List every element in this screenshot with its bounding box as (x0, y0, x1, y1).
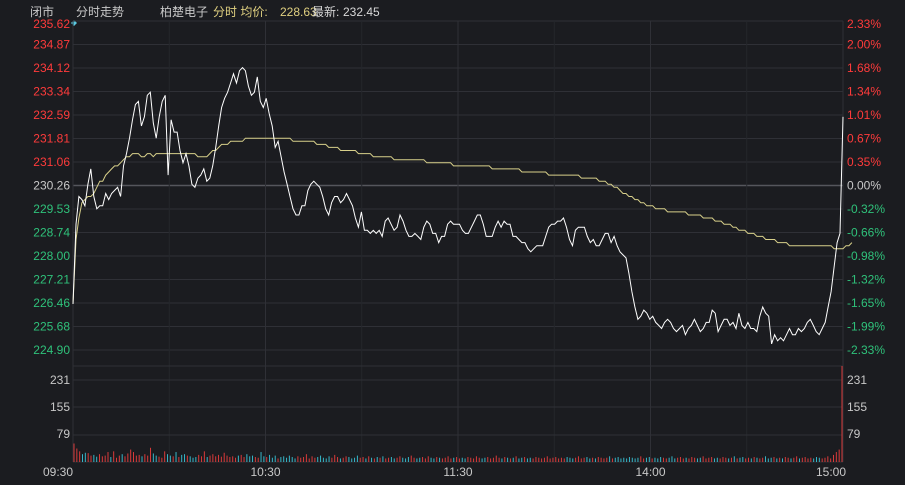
y-tick-left: 230.26 (33, 179, 70, 193)
stock-name: 柏楚电子 (160, 4, 208, 19)
x-tick-label: 14:00 (635, 465, 665, 479)
volume-tick-left: 231 (50, 373, 70, 387)
x-tick-label: 09:30 (43, 465, 73, 479)
y-tick-left: 224.90 (33, 343, 70, 357)
chart-mode: 分时走势 (76, 5, 124, 19)
x-tick-label: 10:30 (250, 465, 280, 479)
volume-tick-right: 79 (847, 427, 861, 441)
y-axis-right-labels: 2.33% 2.00% 1.68% 1.34% 1.01% 0.67% 0.35% 0.00%… (847, 17, 885, 357)
y-tick-right: 0.35% (847, 155, 881, 169)
y-tick-right: -1.65% (847, 296, 885, 310)
latest-value: 232.45 (343, 5, 380, 19)
volume-tick-right: 231 (847, 373, 867, 387)
y-tick-right: 2.33% (847, 17, 881, 31)
x-tick-label: 11:30 (443, 465, 472, 479)
y-tick-left: 226.46 (33, 296, 70, 310)
volume-axis-left-labels: 231 155 79 (50, 373, 70, 441)
volume-tick-right: 155 (847, 400, 867, 414)
y-tick-left: 231.06 (33, 155, 70, 169)
y-tick-right: -1.32% (847, 273, 885, 287)
y-tick-left: 234.12 (33, 61, 70, 75)
volume-tick-left: 155 (50, 400, 70, 414)
y-tick-right: -0.32% (847, 202, 885, 216)
y-tick-right: 2.00% (847, 38, 881, 52)
y-tick-left: 227.21 (33, 273, 70, 287)
avg-label: 分时 均价: (213, 5, 268, 19)
y-tick-right: -1.99% (847, 320, 885, 334)
y-tick-left: 235.62 (33, 17, 70, 31)
chart-header: 闭市 分时走势 柏楚电子 分时 均价: 228.63 最新: 232.45 (30, 4, 380, 19)
latest-label: 最新: (312, 4, 339, 19)
price-line (72, 66, 844, 345)
y-tick-right: 1.34% (847, 85, 881, 99)
y-tick-right: 0.67% (847, 132, 881, 146)
y-tick-left: 225.68 (33, 320, 70, 334)
y-tick-right: 1.01% (847, 108, 881, 122)
x-tick-label: 15:00 (816, 465, 846, 479)
y-tick-left: 228.74 (33, 226, 70, 240)
volume-bars (73, 366, 843, 462)
market-status: 闭市 (30, 4, 54, 19)
y-tick-right: -2.33% (847, 343, 885, 357)
y-tick-right: -0.66% (847, 226, 885, 240)
y-tick-left: 228.00 (33, 249, 70, 263)
y-tick-left: 234.87 (33, 38, 70, 52)
x-axis-labels: 09:30 10:30 11:30 14:00 15:00 (43, 465, 846, 479)
y-tick-right: 1.68% (847, 61, 881, 75)
y-tick-left: 233.34 (33, 85, 70, 99)
average-price-line (72, 137, 853, 305)
y-tick-left: 232.59 (33, 108, 70, 122)
grid-lines (72, 20, 844, 463)
volume-axis-right-labels: 231 155 79 (847, 373, 867, 441)
y-axis-left-labels: 235.62 234.87 234.12 233.34 232.59 231.81 231.… (33, 17, 70, 357)
y-tick-left: 231.81 (33, 132, 70, 146)
y-tick-left: 229.53 (33, 202, 70, 216)
y-tick-right: 0.00% (847, 179, 881, 193)
volume-tick-left: 79 (57, 427, 71, 441)
avg-value: 228.63 (280, 5, 317, 19)
y-tick-right: -0.98% (847, 249, 885, 263)
